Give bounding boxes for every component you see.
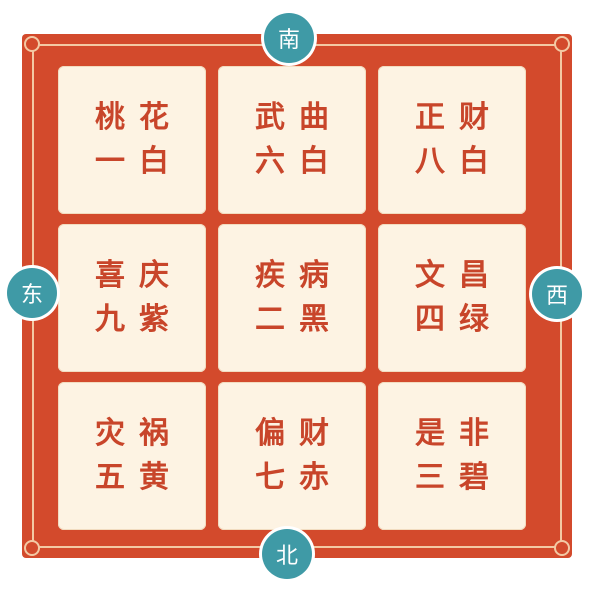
compass-east-badge: 东 (7, 268, 57, 318)
palace-cell-west: 文昌 四绿 (378, 224, 526, 372)
palace-meaning: 文昌 (415, 258, 503, 293)
palace-star: 五黄 (95, 460, 183, 495)
palace-cell-southeast: 桃花 一白 (58, 66, 206, 214)
palace-cell-center: 疾病 二黑 (218, 224, 366, 372)
compass-west-badge: 西 (532, 269, 582, 319)
palace-meaning: 灾祸 (95, 416, 183, 451)
palace-cell-northwest: 是非 三碧 (378, 382, 526, 530)
palace-meaning: 喜庆 (95, 258, 183, 293)
frame-corner-ornament (24, 36, 40, 52)
palace-star: 九紫 (95, 302, 183, 337)
frame-corner-ornament (24, 540, 40, 556)
palace-star: 四绿 (415, 302, 503, 337)
palace-meaning: 正财 (415, 100, 503, 135)
palace-meaning: 是非 (415, 416, 503, 451)
palace-cell-east: 喜庆 九紫 (58, 224, 206, 372)
palace-star: 六白 (255, 144, 343, 179)
palace-star: 二黑 (255, 302, 343, 337)
palace-cell-north: 偏财 七赤 (218, 382, 366, 530)
frame-corner-ornament (554, 36, 570, 52)
palace-meaning: 偏财 (255, 416, 343, 451)
palace-star: 八白 (415, 144, 503, 179)
frame-corner-ornament (554, 540, 570, 556)
palace-meaning: 桃花 (95, 100, 183, 135)
compass-south-badge: 南 (264, 13, 314, 63)
compass-north-badge: 北 (262, 529, 312, 579)
palace-star: 七赤 (255, 460, 343, 495)
palace-star: 三碧 (415, 460, 503, 495)
palace-cell-northeast: 灾祸 五黄 (58, 382, 206, 530)
palace-star: 一白 (95, 144, 183, 179)
nine-palace-grid: 桃花 一白 武曲 六白 正财 八白 喜庆 九紫 疾病 二黑 文昌 四绿 灾祸 五… (58, 66, 526, 530)
palace-cell-southwest: 正财 八白 (378, 66, 526, 214)
palace-meaning: 疾病 (255, 258, 343, 293)
palace-meaning: 武曲 (255, 100, 343, 135)
palace-cell-south: 武曲 六白 (218, 66, 366, 214)
